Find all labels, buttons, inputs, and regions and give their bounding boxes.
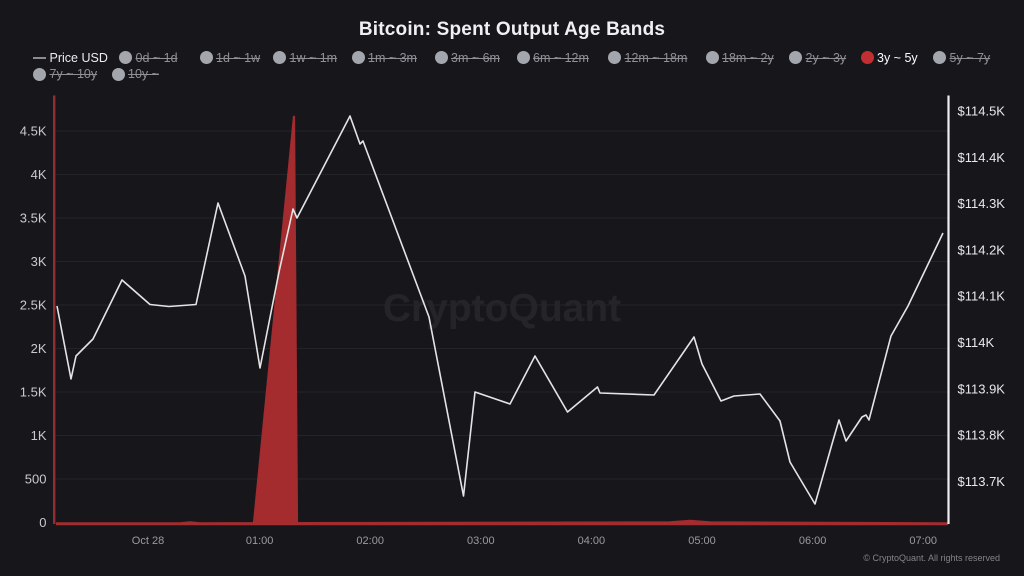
svg-text:Oct 28: Oct 28: [132, 535, 164, 547]
svg-text:$113.9K: $113.9K: [958, 381, 1006, 396]
svg-text:$114.5K: $114.5K: [958, 104, 1006, 119]
svg-text:4K: 4K: [31, 167, 47, 182]
svg-text:04:00: 04:00: [578, 535, 606, 547]
svg-text:3K: 3K: [31, 254, 47, 269]
svg-text:07:00: 07:00: [909, 535, 937, 547]
svg-text:02:00: 02:00: [356, 535, 384, 547]
svg-text:$113.8K: $113.8K: [958, 428, 1006, 443]
svg-text:03:00: 03:00: [467, 535, 495, 547]
svg-text:05:00: 05:00: [688, 535, 716, 547]
svg-text:$114.2K: $114.2K: [958, 242, 1006, 257]
svg-text:4.5K: 4.5K: [20, 124, 47, 139]
svg-text:01:00: 01:00: [246, 535, 274, 547]
svg-text:1.5K: 1.5K: [20, 385, 47, 400]
svg-text:1K: 1K: [31, 428, 47, 443]
svg-text:$114K: $114K: [958, 335, 995, 350]
svg-text:$114.4K: $114.4K: [958, 150, 1006, 165]
svg-text:0: 0: [39, 515, 46, 530]
svg-text:2K: 2K: [31, 341, 47, 356]
svg-text:$114.1K: $114.1K: [958, 289, 1006, 304]
svg-text:CryptoQuant: CryptoQuant: [383, 287, 621, 330]
svg-text:3.5K: 3.5K: [20, 211, 47, 226]
svg-text:500: 500: [25, 472, 47, 487]
svg-text:$114.3K: $114.3K: [958, 196, 1006, 211]
svg-text:2.5K: 2.5K: [20, 298, 47, 313]
svg-text:$113.7K: $113.7K: [958, 474, 1006, 489]
svg-text:© CryptoQuant. All rights rese: © CryptoQuant. All rights reserved: [863, 553, 1000, 563]
svg-text:06:00: 06:00: [799, 535, 827, 547]
